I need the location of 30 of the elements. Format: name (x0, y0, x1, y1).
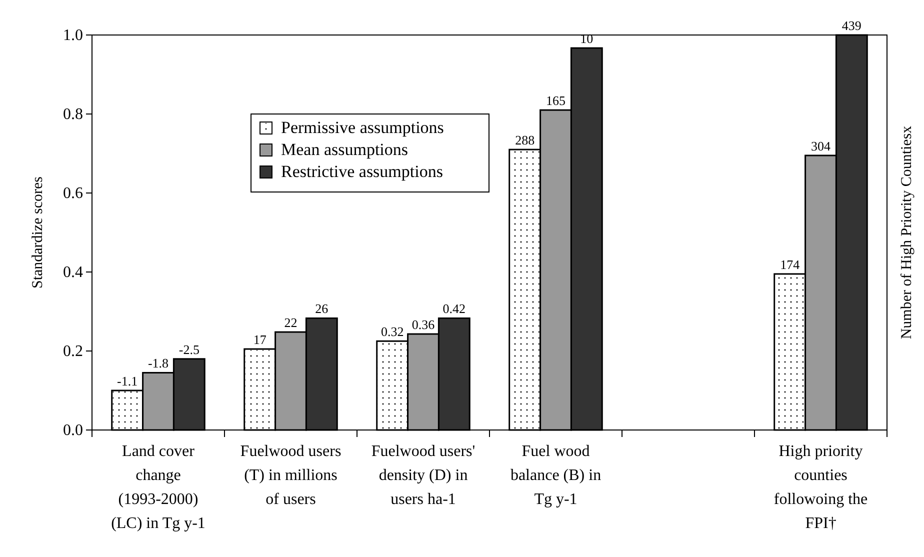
annotation: -2.5 (178, 342, 200, 357)
y-tick-label: 0.0 (63, 422, 83, 440)
legend-label: Permissive assumptions (281, 118, 444, 137)
x-tick-label: Fuelwood users (T) in millions of users (240, 443, 342, 508)
text: 439 (842, 18, 862, 33)
annotation: -1.1 (117, 374, 138, 388)
annotation: 165 (546, 93, 566, 108)
x-tick-label: Fuelwood users' density (D) in users ha-1 (371, 443, 476, 508)
annotation: 0.32 (380, 324, 404, 340)
x-tick-label: High priority counties followoing the FPI† (774, 443, 868, 532)
annotation: -1.8 (148, 356, 169, 371)
annotation: 288 (515, 132, 535, 148)
legend-label: Restrictive assumptions (281, 162, 443, 181)
y-tick-label: 1.0 (63, 27, 83, 44)
y-tick-label: 0.4 (63, 264, 83, 282)
annotation: 174 (780, 256, 800, 272)
y2-axis-title: Number of High Priority Countiesx (899, 125, 915, 340)
x-tick-label: Land cover change (1993-2000) (LC) in Tg y-1 (111, 443, 206, 532)
y-tick-label: 0.8 (63, 106, 83, 124)
x-tick-label: Fuel wood balance (B) in Tg y-1 (510, 443, 602, 508)
y-axis-title: Standardize scores (30, 176, 46, 289)
annotation: 0.42 (442, 301, 466, 316)
annotation: 22 (284, 315, 298, 330)
annotation: 17 (253, 332, 267, 348)
annotation: 0.36 (412, 317, 436, 332)
y-tick-label: 0.2 (63, 343, 83, 360)
y-tick-label: 0.6 (63, 185, 83, 202)
legend-label: Mean assumptions (281, 140, 408, 159)
annotation: 304 (811, 138, 831, 154)
annotation: 26 (315, 301, 329, 316)
